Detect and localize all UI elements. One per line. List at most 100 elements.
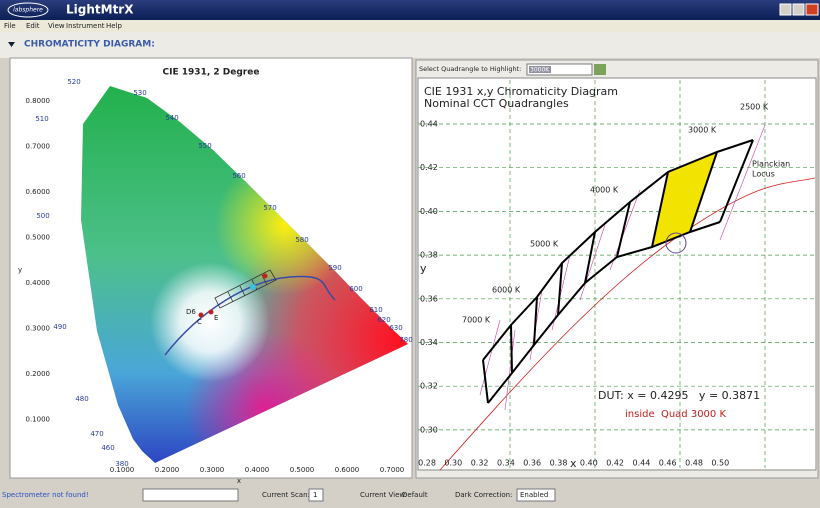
wavelength-label: 580	[295, 236, 308, 244]
wavelength-label: 510	[35, 115, 48, 123]
wavelength-label: 550	[198, 142, 211, 150]
quad-subtitle: Nominal CCT Quadrangles	[424, 97, 569, 110]
cct-label: 6000 K	[492, 286, 521, 295]
wavelength-label: 500	[36, 212, 49, 220]
x-tick-label: 0.34	[497, 459, 515, 468]
y-axis-label: y	[18, 266, 22, 274]
highlight-quad	[652, 152, 717, 247]
wavelength-label: 620	[377, 316, 390, 324]
wavelength-label: 630	[389, 324, 402, 332]
select-value[interactable]: 3000K	[530, 67, 550, 74]
menu-item[interactable]: File	[4, 22, 16, 30]
x-tick-label: 0.7000	[380, 466, 405, 474]
dut-readout: DUT: x = 0.4295 y = 0.3871	[598, 389, 760, 402]
logo	[7, 2, 49, 18]
y-tick-label: 0.3000	[26, 325, 51, 333]
cct-label: 3000 K	[688, 126, 717, 135]
y-tick-label: 0.4000	[26, 279, 51, 287]
scan-label: Current Scan:	[262, 491, 310, 499]
y-axis-label: y	[420, 262, 427, 275]
view-value[interactable]: Default	[402, 491, 428, 499]
quadrangles	[482, 139, 754, 404]
scan-value: 1	[313, 491, 317, 499]
collapse-arrow[interactable]	[8, 42, 15, 47]
x-tick-label: 0.4000	[245, 466, 270, 474]
dark-box	[516, 488, 556, 502]
x-axis-label: x	[237, 477, 241, 485]
select-dropdown[interactable]	[594, 64, 606, 75]
y-tick-label: 0.2000	[26, 370, 51, 378]
y-tick-label: 0.36	[420, 294, 438, 303]
status-input[interactable]	[142, 488, 239, 502]
wavelength-label: 530	[133, 89, 146, 97]
x-tick-label: 0.3000	[200, 466, 225, 474]
point-dut	[262, 273, 268, 279]
y-tick-label: 0.38	[420, 251, 438, 260]
y-tick-label: 0.34	[420, 338, 438, 347]
y-tick-label: 0.5000	[26, 234, 51, 242]
planckian-locus-right	[439, 177, 816, 471]
scan-box	[308, 488, 324, 502]
y-tick-label: 0.1000	[26, 416, 51, 424]
wavelength-label: 540	[165, 114, 178, 122]
point-label: D6	[186, 308, 196, 316]
close-button[interactable]	[805, 3, 819, 16]
x-tick-label: 0.50	[711, 459, 729, 468]
maximize-button[interactable]	[792, 3, 805, 16]
y-tick-label: 0.32	[420, 382, 438, 391]
y-tick-label: 0.42	[420, 163, 438, 172]
dut-marker	[665, 232, 687, 254]
x-tick-label: 0.28	[418, 459, 436, 468]
section-title: CHROMATICITY DIAGRAM:	[24, 40, 155, 50]
wavelength-label: 490	[53, 323, 66, 331]
quadrangles-mini	[214, 269, 277, 309]
title-bar	[0, 0, 820, 20]
wavelength-label: 520	[67, 78, 80, 86]
menu-bar	[0, 20, 820, 32]
menu-item[interactable]: View	[48, 22, 65, 30]
x-tick-label: 0.42	[606, 459, 624, 468]
section-header	[0, 32, 820, 58]
y-tick-label: 0.8000	[26, 97, 51, 105]
quad-title: CIE 1931 x,y Chromaticity Diagram	[424, 85, 618, 98]
x-tick-label: 0.46	[659, 459, 677, 468]
logo-text: labsphere	[13, 7, 43, 14]
x-tick-label: 0.5000	[290, 466, 315, 474]
wavelength-label: 380	[115, 460, 128, 468]
point-e	[208, 309, 214, 315]
dark-label: Dark Correction:	[455, 491, 512, 499]
x-tick-label: 0.44	[632, 459, 650, 468]
locus-label: Planckian	[752, 160, 790, 169]
wavelength-label: 460	[101, 444, 114, 452]
menu-item[interactable]: Help	[106, 22, 123, 30]
minimize-button[interactable]	[779, 3, 792, 16]
quad-select[interactable]	[526, 63, 593, 76]
x-tick-label: 0.2000	[155, 466, 180, 474]
x-tick-label: 0.6000	[335, 466, 360, 474]
point-marker	[250, 284, 256, 290]
wavelength-label: 560	[232, 172, 245, 180]
planckian-locus	[164, 275, 336, 356]
select-label: Select Quadrangle to Highlight:	[419, 65, 521, 73]
point-label: E	[214, 314, 218, 322]
cct-label: 7000 K	[462, 316, 491, 325]
cct-label: 2500 K	[740, 103, 769, 112]
select-highlight	[529, 66, 551, 73]
locus-label: Locus	[752, 170, 775, 179]
app-title: LightMtrX	[66, 3, 134, 17]
wavelength-label: 590	[328, 264, 341, 272]
y-tick-label: 0.7000	[26, 143, 51, 151]
x-tick-label: 0.38	[550, 459, 568, 468]
x-axis-label: x	[570, 457, 577, 470]
menu-item[interactable]: Edit	[26, 22, 40, 30]
wavelength-label: 480	[75, 395, 88, 403]
wavelength-label: 470	[90, 430, 103, 438]
quad-plot	[417, 77, 817, 471]
menu-item[interactable]: Instrument	[66, 22, 105, 30]
quad-result: inside Quad 3000 K	[625, 409, 726, 420]
y-tick-label: 0.40	[420, 207, 438, 216]
x-tick-label: 0.48	[685, 459, 703, 468]
x-tick-label: 0.30	[444, 459, 462, 468]
x-tick-label: 0.40	[580, 459, 598, 468]
